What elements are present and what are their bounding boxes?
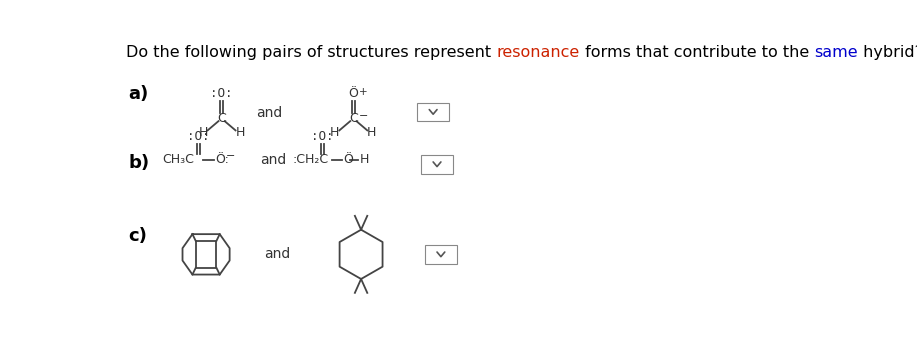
Text: resonance: resonance <box>496 45 580 60</box>
Text: C: C <box>349 111 358 125</box>
Text: and: and <box>260 153 287 166</box>
Text: same: same <box>814 45 857 60</box>
Text: c): c) <box>128 228 148 245</box>
Text: and: and <box>264 247 291 261</box>
FancyBboxPatch shape <box>421 155 453 174</box>
Text: Ö: Ö <box>348 87 359 100</box>
Text: Ö: Ö <box>343 153 353 166</box>
Text: H: H <box>367 126 377 139</box>
Text: :O:: :O: <box>311 130 334 143</box>
Text: :CH₂C: :CH₂C <box>293 153 329 166</box>
Text: a): a) <box>128 85 149 103</box>
Text: H: H <box>198 126 207 139</box>
Text: hybrid?: hybrid? <box>857 45 917 60</box>
Text: H: H <box>359 153 369 166</box>
Text: H: H <box>330 126 339 139</box>
Text: Ö:: Ö: <box>215 153 229 166</box>
Text: Do the following pairs of structures represent: Do the following pairs of structures rep… <box>127 45 496 60</box>
Text: H: H <box>236 126 245 139</box>
Text: forms that contribute to the: forms that contribute to the <box>580 45 814 60</box>
Text: −: − <box>359 111 368 121</box>
Text: :O:: :O: <box>187 130 210 143</box>
Text: +: + <box>359 87 368 97</box>
Text: CH₃C: CH₃C <box>162 153 194 166</box>
Text: b): b) <box>128 154 149 172</box>
Text: C: C <box>217 111 226 125</box>
FancyBboxPatch shape <box>417 103 449 121</box>
FancyBboxPatch shape <box>425 245 458 264</box>
Text: −: − <box>226 151 236 161</box>
Text: :O:: :O: <box>210 87 233 100</box>
Text: and: and <box>257 106 282 120</box>
